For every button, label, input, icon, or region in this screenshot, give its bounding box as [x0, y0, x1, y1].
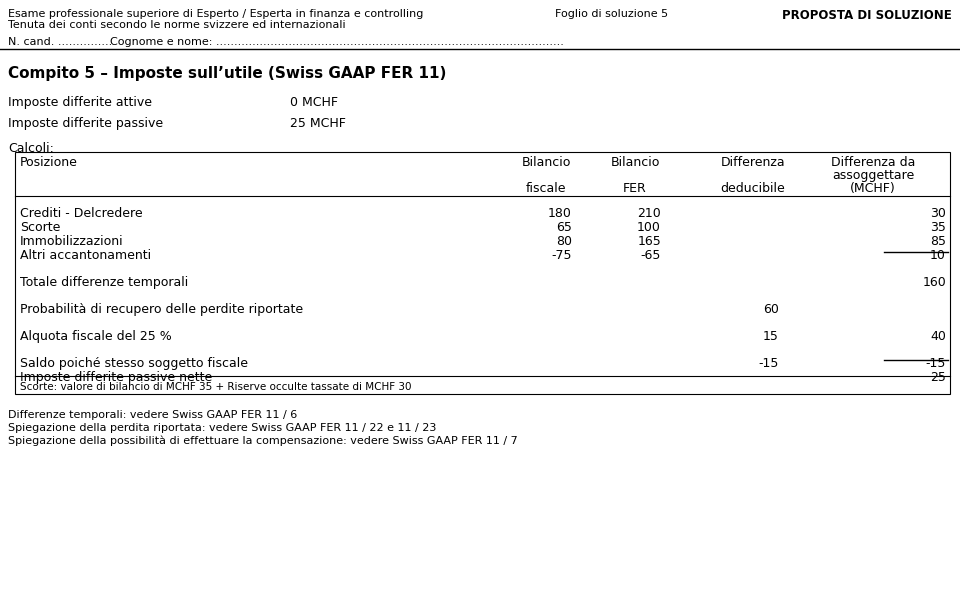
Text: 65: 65 [556, 221, 572, 234]
Text: Altri accantonamenti: Altri accantonamenti [20, 249, 151, 262]
Text: N. cand. ...............: N. cand. ............... [8, 37, 112, 47]
Text: Crediti - Delcredere: Crediti - Delcredere [20, 207, 143, 220]
Text: assoggettare: assoggettare [832, 169, 914, 182]
Text: Imposte differite passive: Imposte differite passive [8, 117, 163, 130]
Text: Differenze temporali: vedere Swiss GAAP FER 11 / 6: Differenze temporali: vedere Swiss GAAP … [8, 410, 298, 420]
Text: 180: 180 [548, 207, 572, 220]
Text: 100: 100 [637, 221, 661, 234]
Text: fiscale: fiscale [526, 182, 566, 195]
Text: 165: 165 [637, 235, 661, 248]
Text: 60: 60 [763, 303, 779, 316]
Text: Probabilità di recupero delle perdite riportate: Probabilità di recupero delle perdite ri… [20, 303, 303, 316]
Text: Totale differenze temporali: Totale differenze temporali [20, 276, 188, 289]
Text: Tenuta dei conti secondo le norme svizzere ed internazionali: Tenuta dei conti secondo le norme svizze… [8, 20, 346, 30]
Text: -15: -15 [758, 357, 779, 370]
Text: Differenza: Differenza [721, 156, 785, 169]
Text: 25: 25 [930, 371, 946, 384]
Text: Imposte differite passive nette: Imposte differite passive nette [20, 371, 212, 384]
Text: PROPOSTA DI SOLUZIONE: PROPOSTA DI SOLUZIONE [782, 9, 952, 22]
Text: Foglio di soluzione 5: Foglio di soluzione 5 [555, 9, 668, 19]
Text: (MCHF): (MCHF) [851, 182, 896, 195]
Text: -15: -15 [925, 357, 946, 370]
Text: Differenza da: Differenza da [830, 156, 915, 169]
Text: Scorte: Scorte [20, 221, 60, 234]
Text: Saldo poiché stesso soggetto fiscale: Saldo poiché stesso soggetto fiscale [20, 357, 248, 370]
Text: 40: 40 [930, 330, 946, 343]
Text: 15: 15 [763, 330, 779, 343]
Text: 10: 10 [930, 249, 946, 262]
Text: Compito 5 – Imposte sull’utile (Swiss GAAP FER 11): Compito 5 – Imposte sull’utile (Swiss GA… [8, 66, 446, 81]
Text: 0 MCHF: 0 MCHF [290, 96, 338, 109]
Text: Alquota fiscale del 25 %: Alquota fiscale del 25 % [20, 330, 172, 343]
Text: 160: 160 [923, 276, 946, 289]
Text: -65: -65 [640, 249, 661, 262]
Text: Spiegazione della perdita riportata: vedere Swiss GAAP FER 11 / 22 e 11 / 23: Spiegazione della perdita riportata: ved… [8, 423, 437, 433]
Text: Bilancio: Bilancio [611, 156, 660, 169]
Text: FER: FER [623, 182, 647, 195]
Bar [15, 152, 950, 394]
Text: Posizione: Posizione [20, 156, 78, 169]
Text: Cognome e nome: ................................................................: Cognome e nome: ........................… [110, 37, 564, 47]
Text: 30: 30 [930, 207, 946, 220]
Text: 35: 35 [930, 221, 946, 234]
Text: -75: -75 [551, 249, 572, 262]
Text: 210: 210 [637, 207, 661, 220]
Text: Spiegazione della possibilità di effettuare la compensazione: vedere Swiss GAAP : Spiegazione della possibilità di effettu… [8, 436, 517, 447]
Text: Immobilizzazioni: Immobilizzazioni [20, 235, 124, 248]
Text: 25 MCHF: 25 MCHF [290, 117, 346, 130]
Text: Imposte differite attive: Imposte differite attive [8, 96, 152, 109]
Text: Bilancio: Bilancio [521, 156, 570, 169]
Text: Scorte: valore di bilancio di MCHF 35 + Riserve occulte tassate di MCHF 30: Scorte: valore di bilancio di MCHF 35 + … [20, 382, 412, 392]
Text: Esame professionale superiore di Esperto / Esperta in finanza e controlling: Esame professionale superiore di Esperto… [8, 9, 423, 19]
Text: 85: 85 [930, 235, 946, 248]
Text: deducibile: deducibile [721, 182, 785, 195]
Text: 80: 80 [556, 235, 572, 248]
Text: Calcoli:: Calcoli: [8, 142, 54, 155]
